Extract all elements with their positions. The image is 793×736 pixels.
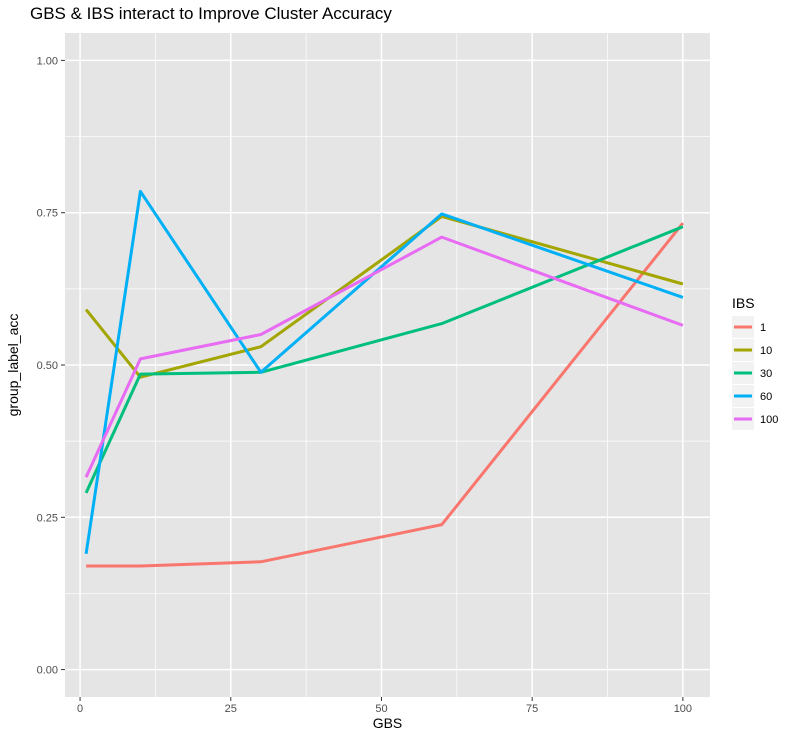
series-line-ibs-100: [84, 235, 684, 478]
y-tick-label: 1.00: [37, 55, 58, 67]
x-tick-label: 75: [526, 703, 538, 715]
y-axis: 0.00 0.25 0.50 0.75 1.00: [37, 55, 65, 677]
x-tick-label: 25: [225, 703, 237, 715]
series-lines: [84, 189, 685, 568]
x-tick-label: 100: [674, 703, 692, 715]
y-tick-label: 0.50: [37, 360, 58, 372]
legend-title: IBS: [732, 295, 755, 311]
legend-label: 100: [760, 414, 778, 426]
series-line-ibs-1: [86, 222, 685, 568]
x-tick-label: 50: [375, 703, 387, 715]
x-tick-label: 0: [77, 703, 83, 715]
series-line-ibs-10: [84, 214, 684, 379]
x-axis: 0 25 50 75 100: [77, 697, 692, 715]
x-axis-title: GBS: [373, 715, 403, 731]
chart-title: GBS & IBS interact to Improve Cluster Ac…: [30, 4, 392, 23]
y-tick-label: 0.75: [37, 208, 58, 220]
legend-label: 30: [760, 368, 772, 380]
series-line-ibs-60: [84, 189, 684, 555]
legend-label: 1: [760, 322, 766, 334]
major-gridlines: [65, 33, 710, 697]
y-axis-title: group_label_acc: [5, 314, 21, 417]
legend-label: 10: [760, 345, 772, 357]
legend: IBS 1 10 30 60 100: [732, 295, 778, 430]
y-tick-label: 0.00: [37, 665, 58, 677]
y-tick-label: 0.25: [37, 512, 58, 524]
legend-label: 60: [760, 391, 772, 403]
